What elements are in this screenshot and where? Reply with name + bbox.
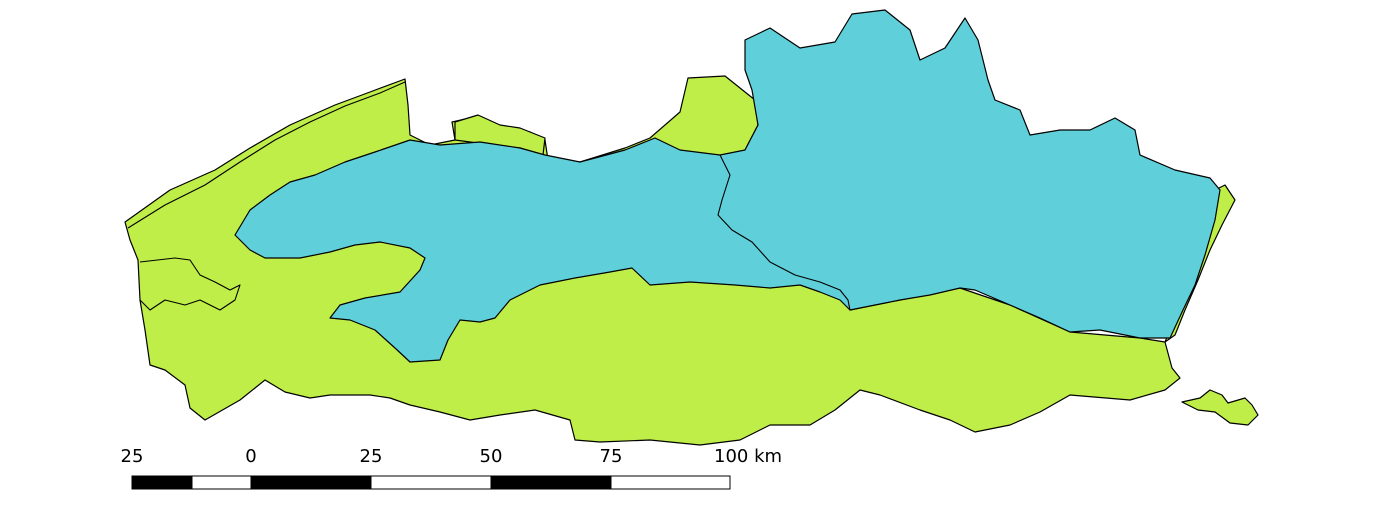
scale-bar-tick-label: 0 bbox=[245, 446, 256, 467]
scale-bar: 25 0 25 50 75 100 km bbox=[121, 446, 782, 490]
scale-bar-tick-label: 25 bbox=[360, 446, 383, 467]
scale-bar-tick-label: 75 bbox=[600, 446, 623, 467]
coastal-boundary bbox=[127, 81, 406, 229]
scale-bar-segment bbox=[610, 475, 731, 490]
scale-bar-tick-label: 100 km bbox=[714, 446, 782, 467]
blue-region bbox=[234, 9, 1221, 363]
scale-bar-segment bbox=[131, 475, 193, 490]
scale-bar-segment bbox=[370, 475, 492, 490]
scale-bar-segment bbox=[250, 475, 312, 490]
green-region-exclave bbox=[1181, 389, 1259, 426]
scale-bar-segment bbox=[490, 475, 612, 490]
internal-boundary bbox=[717, 154, 851, 311]
scale-bar-segment bbox=[310, 475, 372, 490]
scale-bar-segment bbox=[191, 475, 252, 490]
scale-bar-tick-label: 50 bbox=[480, 446, 503, 467]
western-inner-boundary bbox=[139, 257, 241, 311]
scale-bar-tick-label: 25 bbox=[121, 446, 144, 467]
